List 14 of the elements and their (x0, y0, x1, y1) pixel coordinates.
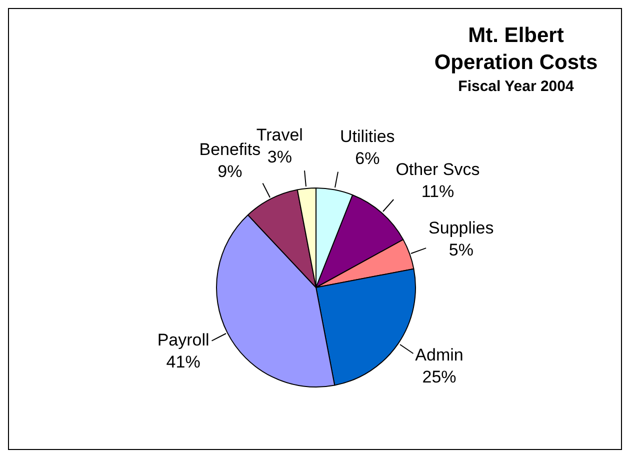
slice-label: Supplies (428, 218, 494, 238)
slice-label: Other Svcs (396, 160, 480, 180)
slice-label: Utilities (340, 127, 395, 146)
slice-label: Admin (415, 346, 464, 365)
data-label: 6% (355, 149, 380, 168)
data-label: 5% (448, 240, 474, 260)
data-label: 9% (218, 162, 242, 182)
data-label: 3% (267, 147, 292, 166)
chart-title: Mt. Elbert Operation Costs (433, 23, 599, 76)
chart-subtitle: Fiscal Year 2004 (457, 77, 575, 97)
slice-label: Payroll (157, 330, 210, 350)
data-label: 41% (166, 352, 200, 372)
data-label: 25% (422, 368, 456, 387)
data-label: 11% (421, 182, 454, 202)
